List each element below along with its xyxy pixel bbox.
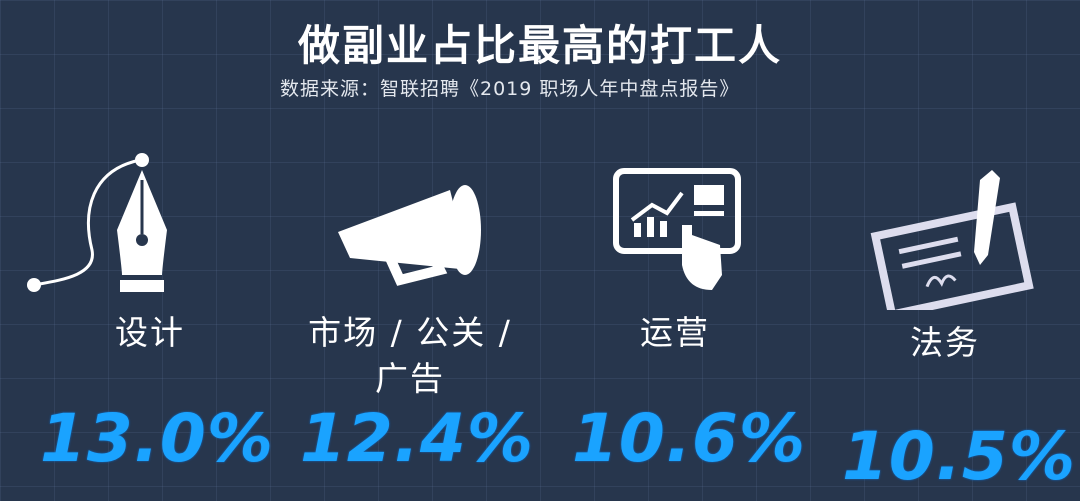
page-title: 做副业占比最高的打工人 [297, 21, 782, 70]
data-source: 数据来源：智联招聘《2019 职场人年中盘点报告》 [280, 78, 740, 100]
category-label-legal: 法务 [910, 323, 980, 362]
category-label-design: 设计 [115, 313, 185, 352]
category-label-marketing-line1: 市场 / 公关 / [308, 313, 512, 352]
category-label-marketing: 市场 / 公关 / 广告 [280, 310, 540, 402]
percent-design: 13.0% [40, 400, 274, 477]
tablet-chart-icon [613, 168, 741, 290]
contract-pen-icon [870, 170, 1034, 310]
category-label-marketing-line2: 广告 [375, 359, 445, 398]
megaphone-icon [338, 185, 481, 286]
pen-nib-icon [27, 153, 167, 292]
category-label-operations: 运营 [640, 313, 710, 352]
percent-operations: 10.6% [572, 400, 806, 477]
percent-marketing: 12.4% [300, 400, 534, 477]
percent-legal: 10.5% [842, 418, 1076, 495]
